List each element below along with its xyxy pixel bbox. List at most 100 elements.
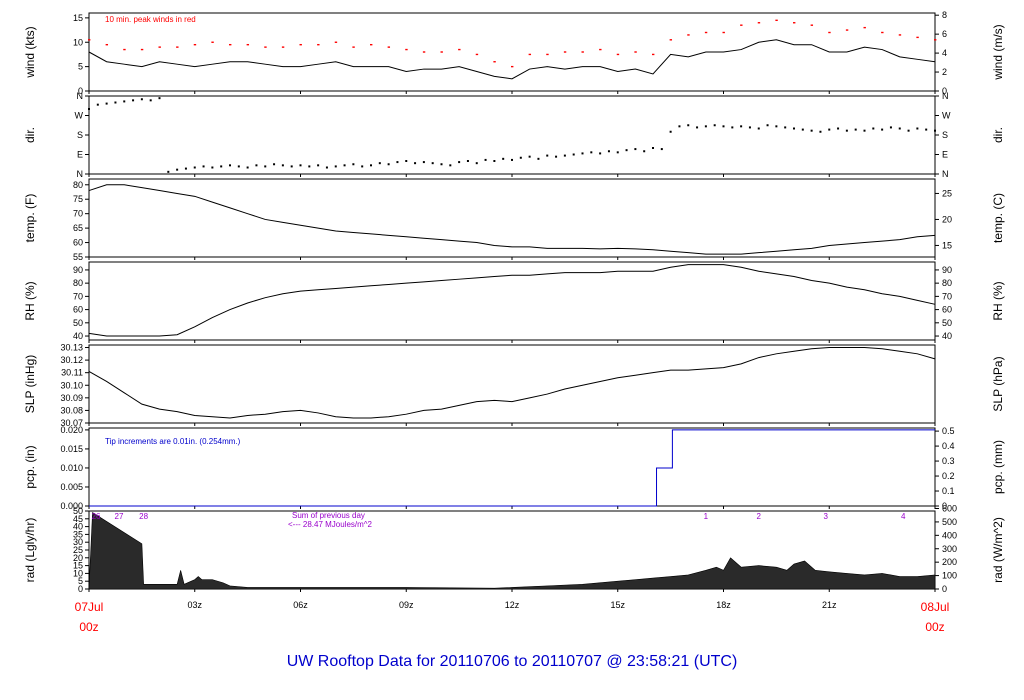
pcp-ytick-right-label: 0.4 — [942, 441, 955, 451]
rad-ytick-right-label: 100 — [942, 571, 957, 581]
wind-direction-point — [237, 165, 240, 168]
wind-ytick-right-label: 4 — [942, 48, 947, 58]
wind-direction-point — [220, 165, 223, 168]
rad-ytick-label: 50 — [73, 506, 83, 516]
peak-wind-point — [511, 65, 514, 68]
wind-direction-point — [643, 150, 646, 153]
wind-direction-point — [396, 161, 399, 164]
temp-ytick-label: 65 — [73, 223, 83, 233]
wind-direction-point — [722, 125, 725, 128]
rh-ytick-label: 70 — [73, 291, 83, 301]
wind-direction-point — [255, 164, 258, 167]
temp-ytick-label: 60 — [73, 238, 83, 248]
wind-direction-point — [775, 125, 778, 128]
rh-ytick-label: 60 — [73, 305, 83, 315]
slp-ytick-label: 30.07 — [60, 418, 83, 428]
rad-ytick-label: 30 — [73, 537, 83, 547]
wind-direction-point — [281, 164, 284, 167]
rad-ytick-label: 25 — [73, 545, 83, 555]
rh-line — [88, 264, 936, 337]
wind-direction-point — [872, 127, 875, 130]
start-time-label: 00z — [79, 620, 98, 634]
wind-direction-point — [581, 152, 584, 155]
rad-day-marker: 3 — [823, 512, 828, 521]
wind-annotation: 10 min. peak winds in red — [105, 15, 196, 24]
wind-direction-point — [299, 164, 302, 167]
peak-wind-point — [652, 53, 655, 56]
temp-ytick-label: 70 — [73, 209, 83, 219]
rh-frame — [88, 261, 936, 341]
temp-line — [88, 184, 936, 255]
peak-wind-point — [599, 48, 602, 51]
wind-direction-point — [625, 149, 628, 152]
dir-ylabel: dir. — [23, 127, 37, 143]
wind-direction-point — [211, 166, 214, 169]
dir-ytick-right-label: E — [942, 150, 948, 160]
wind-direction-point — [898, 127, 901, 130]
wind-direction-point — [449, 164, 452, 167]
wind-direction-point — [114, 101, 117, 104]
wind-direction-point — [167, 170, 170, 173]
rad-ytick-label: 35 — [73, 529, 83, 539]
rad-day-marker: 28 — [139, 512, 148, 521]
rad-ytick-label: 0 — [78, 584, 83, 594]
peak-wind-point — [458, 48, 461, 51]
rh-ytick-label: 40 — [73, 331, 83, 341]
wind-direction-point — [184, 167, 187, 170]
peak-wind-point — [881, 31, 884, 34]
wind-direction-point — [149, 99, 152, 102]
wind-direction-point — [934, 129, 936, 132]
peak-wind-point — [440, 51, 443, 53]
wind-direction-point — [422, 161, 425, 164]
temp-ytick-right-label: 20 — [942, 214, 952, 224]
peak-wind-point — [916, 36, 919, 39]
wind-direction-point — [528, 155, 531, 158]
pcp-ytick-right-label: 0.2 — [942, 471, 955, 481]
wind-direction-point — [572, 153, 575, 156]
wind-direction-point — [202, 165, 205, 168]
peak-wind-point — [845, 29, 849, 31]
wind-direction-point — [308, 165, 311, 168]
peak-wind-point — [405, 48, 408, 51]
dir-ytick-label: S — [77, 130, 83, 140]
wind-direction-point — [493, 160, 496, 162]
wind-direction-point — [440, 163, 443, 166]
rad-ytick-right-label: 600 — [942, 504, 957, 514]
precip-line — [89, 429, 935, 507]
rad-ytick-label: 5 — [78, 576, 83, 586]
slp-frame — [88, 344, 936, 424]
wind-direction-point — [343, 164, 346, 167]
dir-ytick-label: N — [77, 91, 84, 101]
wind-direction-point — [193, 166, 196, 169]
wind-direction-point — [704, 125, 707, 128]
end-date-label: 08Jul — [921, 600, 950, 614]
wind-direction-point — [599, 152, 602, 155]
peak-wind-point — [229, 43, 232, 46]
wind-line — [88, 39, 936, 80]
wind-direction-point — [731, 126, 734, 129]
wind-direction-point — [246, 166, 249, 169]
slp-ytick-label: 30.10 — [60, 380, 83, 390]
rad-ytick-label: 15 — [73, 561, 83, 571]
wind-ytick-right-label: 6 — [942, 29, 947, 39]
rad-ytick-label: 20 — [73, 553, 83, 563]
dir-frame — [88, 95, 936, 175]
rad-day-marker: 27 — [115, 512, 124, 521]
wind-direction-point — [925, 128, 928, 131]
peak-wind-point — [334, 41, 338, 43]
wind-ytick-label: 0 — [78, 86, 83, 96]
rad-ytick-label: 40 — [73, 522, 83, 532]
rad-day-marker: 2 — [757, 512, 762, 521]
wind-direction-point — [757, 127, 760, 130]
wind-direction-point — [555, 155, 558, 158]
dir-ytick-right-label: N — [942, 91, 949, 101]
wind-direction-point — [837, 127, 840, 130]
wind-direction-point — [273, 163, 276, 166]
wind-direction-point — [784, 126, 787, 129]
wind-direction-point — [378, 162, 381, 165]
peak-wind-point — [264, 46, 267, 48]
rad-annotation: <--- 28.47 MJoules/m^2 — [288, 520, 373, 529]
rad-day-marker: 1 — [704, 512, 709, 521]
wind-ytick-right-label: 0 — [942, 86, 947, 96]
